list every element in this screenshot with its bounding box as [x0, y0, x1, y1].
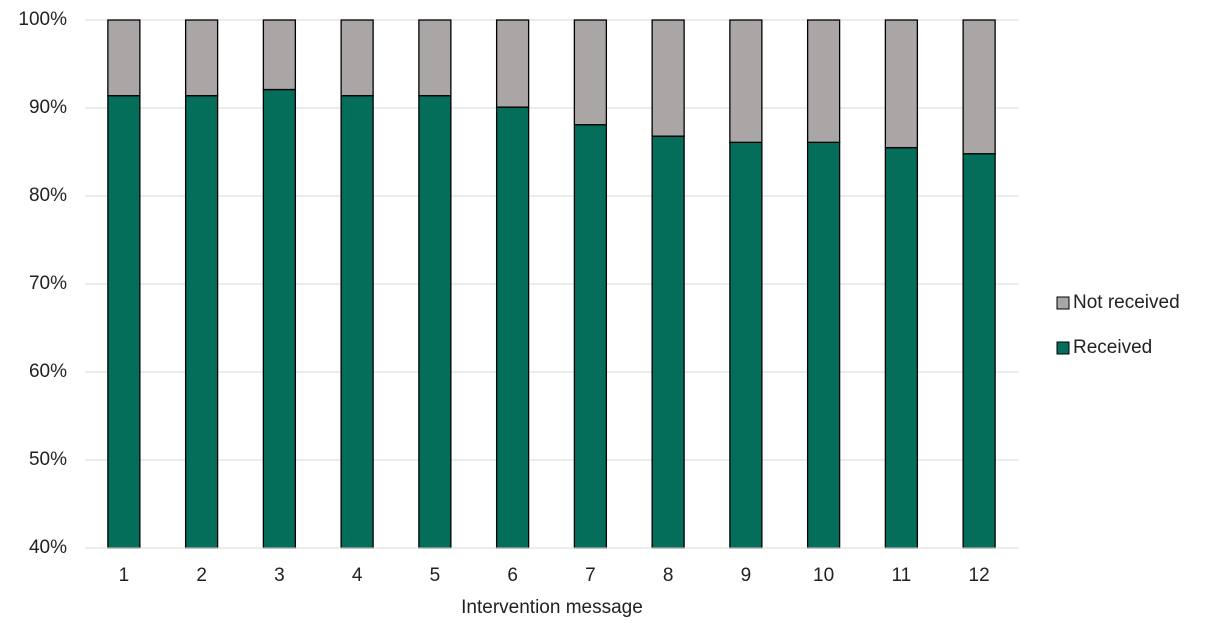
bar-segment — [340, 95, 374, 549]
x-tick-label: 12 — [969, 565, 990, 586]
bar-segment — [340, 19, 374, 97]
x-tick-label: 9 — [741, 565, 752, 586]
bar-segment — [962, 19, 996, 155]
y-tick-label: 60% — [29, 361, 67, 382]
bar-segment — [573, 124, 608, 549]
y-tick-label: 70% — [29, 273, 67, 294]
bar-segment — [495, 19, 530, 108]
bar-segment — [262, 88, 297, 549]
bar-segment — [184, 19, 219, 97]
x-tick-label: 11 — [892, 565, 912, 586]
x-tick-label: 5 — [430, 565, 441, 586]
bar-segment — [729, 19, 763, 143]
x-tick-label: 7 — [585, 565, 596, 586]
x-tick-label: 6 — [507, 565, 518, 586]
x-tick-label: 2 — [196, 565, 207, 586]
y-tick-label: 40% — [29, 537, 67, 558]
bar-segment — [184, 95, 219, 549]
legend-label: Received — [1073, 337, 1152, 358]
bar-segment — [651, 135, 685, 549]
bar-segment — [806, 141, 841, 549]
x-axis-label: Intervention message — [461, 597, 643, 618]
y-tick-label: 100% — [18, 9, 67, 30]
bar-segment — [495, 106, 530, 549]
legend-swatch — [1056, 341, 1070, 355]
x-tick-label: 3 — [274, 565, 285, 586]
bar-segment — [806, 19, 841, 143]
bar-segment — [729, 141, 763, 549]
bar-segment — [573, 19, 608, 126]
x-tick-label: 4 — [352, 565, 363, 586]
x-tick-label: 1 — [119, 565, 130, 586]
bar-segment — [107, 95, 141, 549]
legend-label: Not received — [1073, 292, 1180, 313]
y-tick-label: 50% — [29, 449, 67, 470]
y-tick-label: 80% — [29, 185, 67, 206]
bar-segment — [107, 19, 141, 97]
y-tick-label: 90% — [29, 97, 67, 118]
bar-segment — [418, 95, 452, 549]
bar-segment — [651, 19, 685, 137]
bar-segment — [418, 19, 452, 97]
bar-segment — [962, 153, 996, 549]
bar-segment — [262, 19, 297, 91]
bar-segment — [884, 146, 919, 549]
bar-segment — [884, 19, 919, 149]
x-tick-label: 10 — [813, 565, 834, 586]
legend-swatch — [1056, 296, 1070, 310]
x-tick-label: 8 — [663, 565, 674, 586]
